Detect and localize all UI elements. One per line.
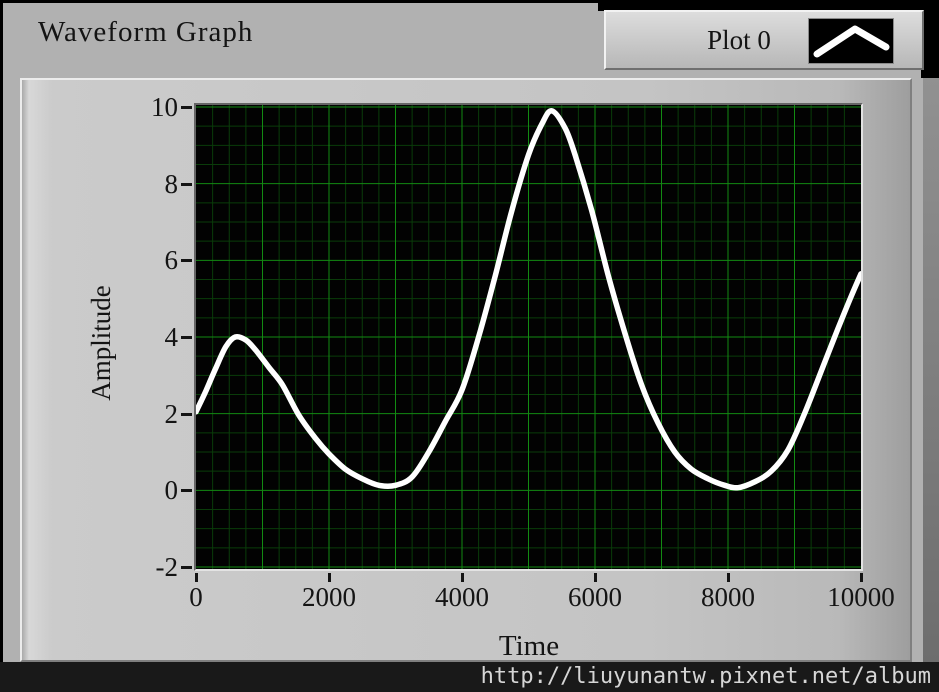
x-tick-label: 2000 [302, 582, 356, 612]
watermark-url: http://liuyunantw.pixnet.net/album [480, 664, 931, 689]
waveform-curve [193, 108, 864, 491]
plot-legend[interactable]: Plot 0 [604, 10, 924, 70]
y-tick-label: 2 [164, 398, 179, 429]
x-tick-mark [195, 573, 198, 582]
y-tick-label: 10 [151, 92, 178, 122]
y-tick-mark [181, 336, 192, 339]
x-tick-mark [860, 573, 863, 582]
plot-sample-box[interactable] [808, 18, 894, 64]
y-tick-mark [181, 566, 192, 569]
x-axis-label: Time [498, 630, 560, 662]
window-border-top [0, 0, 939, 3]
y-tick-mark [181, 182, 192, 186]
legend-plot-label: Plot 0 [707, 25, 771, 55]
waveform-plot-canvas [193, 105, 864, 569]
y-tick-label: 4 [164, 322, 179, 352]
x-tick-mark [461, 573, 464, 582]
y-tick-mark [181, 259, 192, 263]
x-tick-mark [594, 573, 597, 582]
chevron-line-icon [813, 25, 890, 58]
x-tick-mark [328, 573, 331, 582]
y-tick-mark [181, 412, 192, 416]
window-border-right-top [921, 0, 939, 78]
x-tick-label: 8000 [701, 582, 755, 612]
plot-area[interactable] [193, 103, 864, 571]
x-tick-label: 4000 [435, 582, 489, 612]
y-tick-mark [181, 489, 192, 493]
legend-background [598, 0, 939, 11]
x-tick-label: 6000 [568, 582, 622, 612]
watermark-bar: http://liuyunantw.pixnet.net/album [0, 662, 939, 692]
y-tick-label: 6 [164, 245, 179, 276]
y-tick-label: -2 [155, 552, 179, 582]
x-tick-mark [727, 573, 730, 582]
x-tick-label: 0 [189, 582, 203, 612]
y-tick-label: 0 [164, 475, 179, 506]
window-border-left [0, 0, 3, 692]
window-border-right [923, 78, 939, 662]
y-tick-mark [181, 106, 192, 109]
graph-title: Waveform Graph [38, 16, 254, 48]
x-tick-label: 10000 [827, 582, 895, 612]
y-tick-label: 8 [164, 168, 179, 199]
